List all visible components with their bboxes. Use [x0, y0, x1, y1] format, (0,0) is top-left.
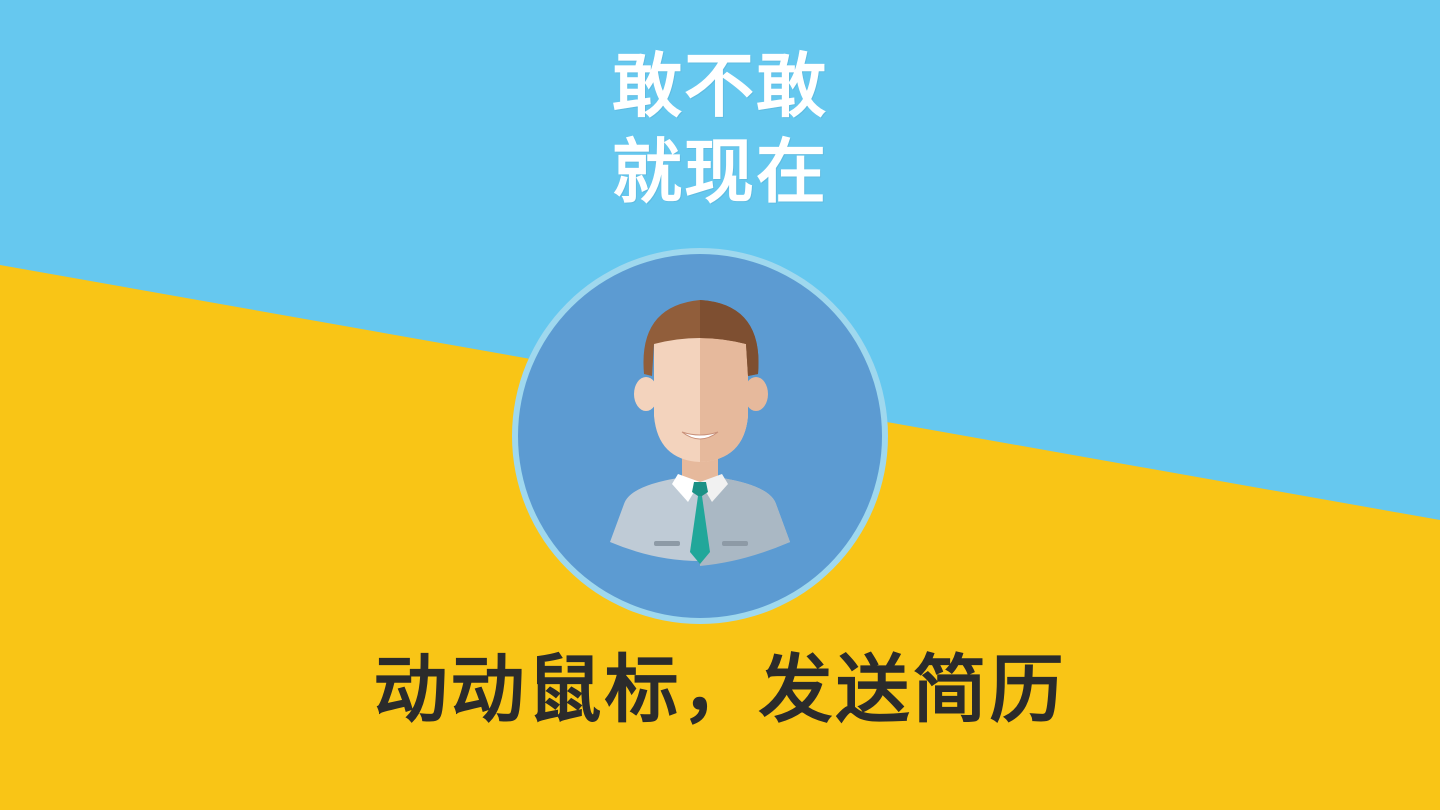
title-line-1: 敢不敢: [612, 45, 828, 127]
slogan-text: 动动鼠标，发送简历: [373, 647, 1067, 733]
avatar: [508, 246, 892, 630]
title-line-2: 就现在: [612, 131, 828, 213]
businessman-avatar-icon: [512, 248, 888, 624]
